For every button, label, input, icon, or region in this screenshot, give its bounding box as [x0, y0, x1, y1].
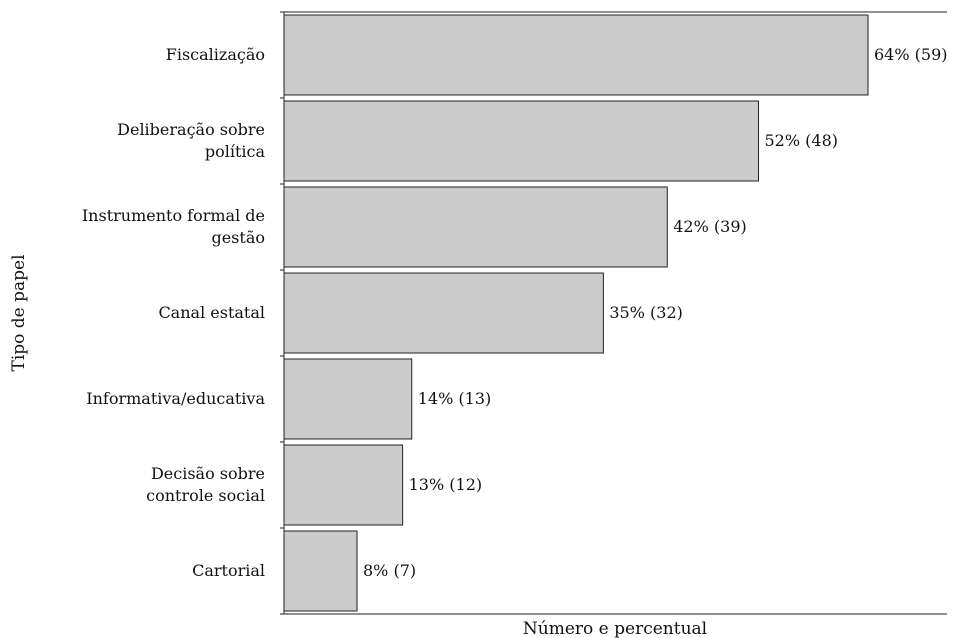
bar [283, 14, 869, 96]
bar [283, 530, 358, 612]
category-label-line: Canal estatal [158, 303, 265, 322]
data-label: 13% (12) [409, 475, 483, 494]
category-label-line: Instrumento formal de [82, 206, 265, 225]
category-label: Instrumento formal de gestão [82, 206, 265, 247]
data-labels-group: 64% (59) 52% (48) 42% (39) 35% (32) 14% (13)… [363, 45, 948, 580]
x-axis-title: Número e percentual [523, 619, 707, 638]
data-label: 52% (48) [765, 131, 839, 150]
data-label: 35% (32) [609, 303, 683, 322]
y-axis-title: Tipo de papel [9, 254, 29, 371]
category-labels-group: Fiscalização Deliberação sobre política Ins… [82, 45, 266, 580]
bar [283, 186, 668, 268]
data-label: 14% (13) [418, 389, 492, 408]
category-label: Fiscalização [166, 45, 265, 64]
category-label-line: Cartorial [192, 561, 265, 580]
category-label: Decisão sobre controle social [146, 464, 265, 505]
category-label: Informativa/educativa [86, 389, 265, 408]
category-label-line: Decisão sobre [151, 464, 265, 483]
category-label: Canal estatal [158, 303, 265, 322]
bar [283, 358, 413, 440]
bar [283, 272, 604, 354]
category-label-line: política [205, 142, 266, 161]
y-ticks-group [280, 11, 284, 615]
category-label-line: gestão [211, 228, 265, 247]
bars-group [283, 14, 869, 612]
category-label-line: Deliberação sobre [117, 120, 265, 139]
bar [283, 100, 759, 182]
data-label: 42% (39) [673, 217, 747, 236]
bar [283, 444, 404, 526]
category-label-line: Fiscalização [166, 45, 265, 64]
category-label-line: controle social [146, 486, 265, 505]
data-label: 64% (59) [874, 45, 948, 64]
category-label: Deliberação sobre política [117, 120, 265, 161]
category-label: Cartorial [192, 561, 265, 580]
category-label-line: Informativa/educativa [86, 389, 265, 408]
data-label: 8% (7) [363, 561, 416, 580]
